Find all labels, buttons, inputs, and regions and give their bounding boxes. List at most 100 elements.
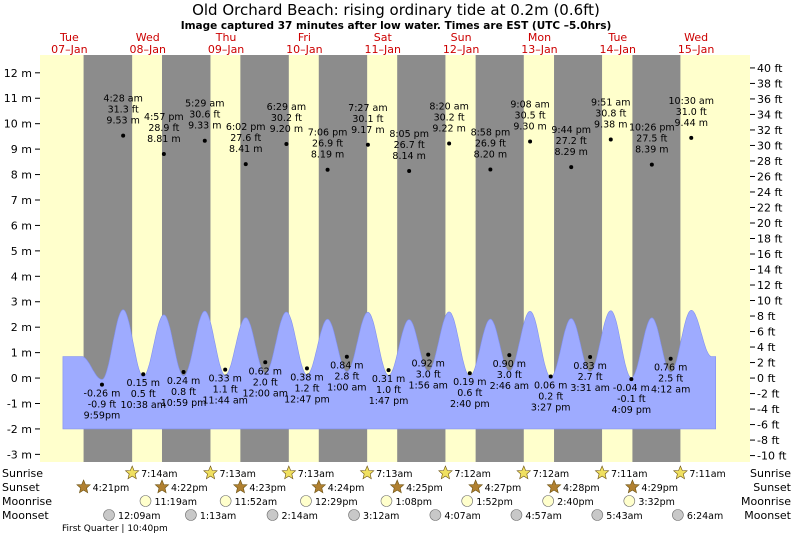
y-tick-label-m: -2 m <box>7 423 32 436</box>
sunset-star-icon <box>389 479 405 494</box>
y-tick-label-m: 9 m <box>11 143 32 156</box>
high-tide-point <box>243 162 248 167</box>
low-tide-label: -0.26 m <box>84 389 121 400</box>
y-tick-label-m: 2 m <box>11 321 32 334</box>
moonrise-time: 2:40pm <box>557 497 594 508</box>
low-tide-label: 0.15 m <box>127 378 160 389</box>
day-header-dow: Fri <box>298 31 311 44</box>
high-tide-point <box>569 165 574 170</box>
low-tide-label: 10:38 am <box>121 400 166 411</box>
sunset-star-icon <box>311 479 327 494</box>
high-tide-label: 26.7 ft <box>394 140 425 151</box>
sunset-time: 4:23pm <box>249 483 286 494</box>
moonrise-time: 1:52pm <box>476 497 513 508</box>
y-tick-label-ft: 28 ft <box>757 155 783 168</box>
high-tide-label: 27.6 ft <box>230 133 261 144</box>
low-tide-label: 0.8 ft <box>171 387 196 398</box>
low-tide-label: 2:46 am <box>490 381 529 392</box>
sunset-time: 4:27pm <box>485 483 522 494</box>
low-tide-label: 11:44 am <box>202 396 247 407</box>
high-tide-label: 30.2 ft <box>271 113 302 124</box>
low-tide-point <box>426 352 431 357</box>
low-tide-label: 1.1 ft <box>213 385 238 396</box>
day-header-dow: Wed <box>684 31 708 44</box>
low-tide-label: 4:09 pm <box>612 405 652 416</box>
moonrise-time: 11:19am <box>155 497 197 508</box>
low-tide-label: 0.38 m <box>290 372 323 383</box>
moonset-moon-icon <box>103 509 115 521</box>
y-tick-label-ft: 18 ft <box>757 232 783 245</box>
low-tide-label: 2.0 ft <box>253 377 278 388</box>
high-tide-point <box>365 142 370 147</box>
high-tide-label: 26.9 ft <box>312 139 343 150</box>
low-tide-point <box>386 368 391 373</box>
moonset-time: 12:09am <box>118 511 160 522</box>
high-tide-label: 9:51 am <box>591 97 630 108</box>
low-tide-label: 0.90 m <box>493 359 526 370</box>
y-tick-label-ft: 32 ft <box>757 124 783 137</box>
sunrise-time: 7:13am <box>376 469 412 480</box>
sunset-star-icon <box>76 479 91 494</box>
y-tick-label-m: 5 m <box>11 245 32 258</box>
high-tide-label: 4:57 pm <box>144 112 184 123</box>
sunrise-row-label: Sunrise <box>2 467 43 480</box>
sunset-time: 4:24pm <box>328 483 365 494</box>
y-tick-label-ft: 40 ft <box>757 62 783 75</box>
y-tick-label-ft: 34 ft <box>757 108 783 121</box>
moonset-time: 2:14am <box>282 511 318 522</box>
low-tide-label: 4:12 am <box>651 385 690 396</box>
high-tide-label: 9.20 m <box>270 124 303 135</box>
sunrise-time: 7:12am <box>454 469 490 480</box>
axes: -3 m -2 m -1 m 0 m 1 m 2 m 3 m 4 m 5 m 6 m 7 m 8 m 9… <box>4 62 787 463</box>
low-tide-point <box>668 356 673 361</box>
sunset-star-icon <box>232 479 248 494</box>
y-tick-label-m: 4 m <box>11 270 32 283</box>
high-tide-point <box>689 135 694 140</box>
high-tide-label: 8.20 m <box>474 149 507 160</box>
low-tide-point <box>141 372 146 377</box>
high-tide-label: 27.2 ft <box>556 136 587 147</box>
y-tick-label-ft: -8 ft <box>757 434 780 447</box>
low-tide-label: 2.7 ft <box>578 372 603 383</box>
moonset-moon-icon <box>348 509 360 521</box>
day-header-dow: Tue <box>59 31 79 44</box>
low-tide-label: 2.8 ft <box>334 372 359 383</box>
moonset-row-label: Moonset <box>2 509 49 522</box>
sunset-star-icon <box>154 479 170 494</box>
moonset-moon-icon <box>185 509 197 521</box>
high-tide-label: 9.38 m <box>594 119 627 130</box>
high-tide-label: 9:08 am <box>510 99 549 110</box>
high-tide-label: 7:06 pm <box>308 128 348 139</box>
low-tide-label: 0.6 ft <box>457 388 482 399</box>
low-tide-label: 1:56 am <box>409 381 448 392</box>
moonrise-moon-icon <box>380 495 393 507</box>
low-tide-label: -0.9 ft <box>88 400 117 411</box>
sunrise-time: 7:14am <box>141 469 177 480</box>
moonrise-moon-icon <box>300 495 312 507</box>
day-header-dow: Sun <box>451 31 472 44</box>
y-tick-label-m: 0 m <box>11 372 32 385</box>
high-tide-label: 9.22 m <box>432 124 465 135</box>
low-tide-label: 9:59pm <box>84 411 121 422</box>
y-tick-label-ft: 26 ft <box>757 170 783 183</box>
y-tick-label-ft: 14 ft <box>757 264 783 277</box>
low-tide-label: 0.19 m <box>453 377 486 388</box>
low-tide-label: 0.83 m <box>573 361 606 372</box>
high-tide-label: 9.53 m <box>106 116 139 127</box>
y-tick-label-m: 7 m <box>11 194 32 207</box>
sunset-star-icon <box>468 479 484 494</box>
y-tick-label-m: -3 m <box>7 448 32 461</box>
sunset-row-label-right: Sunset <box>753 481 791 494</box>
moonrise-time: 1:08pm <box>395 497 432 508</box>
low-tide-label: 3.0 ft <box>497 370 522 381</box>
y-tick-label-ft: -4 ft <box>757 403 780 416</box>
day-header-dow: Wed <box>136 31 160 44</box>
high-tide-label: 8:58 pm <box>471 127 511 138</box>
high-tide-label: 31.0 ft <box>676 107 707 118</box>
low-tide-point <box>263 360 268 365</box>
sunrise-star-icon <box>281 465 297 480</box>
y-tick-label-ft: 36 ft <box>757 93 783 106</box>
day-header-date: 12–Jan <box>443 43 479 56</box>
